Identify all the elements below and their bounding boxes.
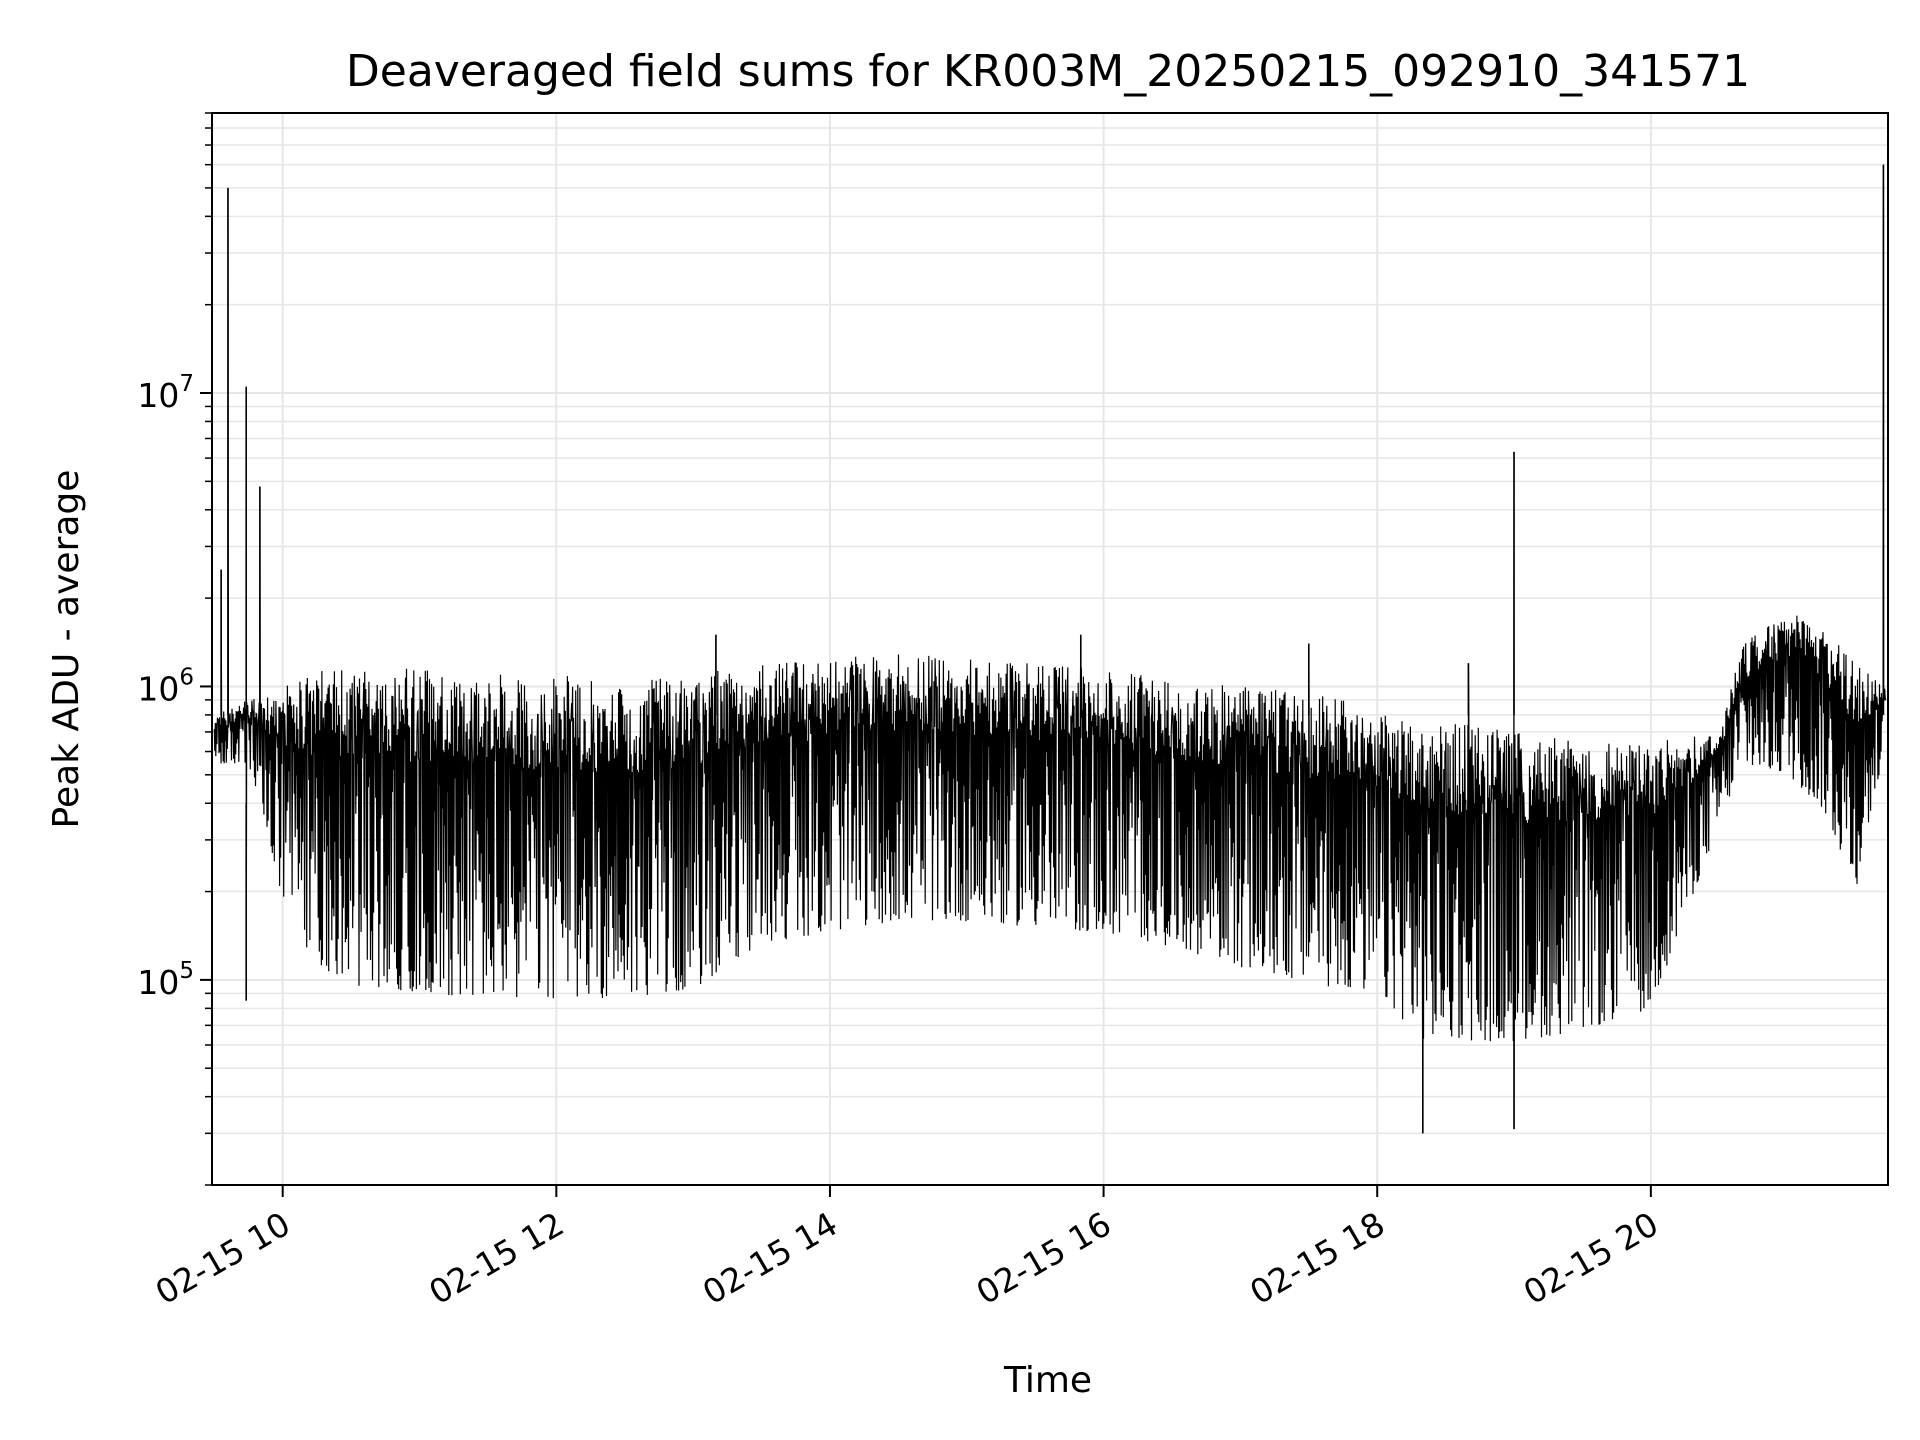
grid bbox=[212, 112, 1888, 1186]
x-tick-label: 02-15 14 bbox=[696, 1204, 844, 1312]
x-tick-label: 02-15 18 bbox=[1243, 1204, 1391, 1312]
y-tick-label: 106 bbox=[137, 664, 194, 708]
x-tick-label: 02-15 12 bbox=[422, 1204, 570, 1312]
plot-frame bbox=[211, 112, 1889, 1186]
x-axis-label: Time bbox=[1003, 1360, 1092, 1401]
plot-area bbox=[213, 164, 1887, 1134]
x-tick-label: 02-15 10 bbox=[149, 1204, 297, 1312]
data-line bbox=[213, 164, 1887, 1134]
x-axis: 02-15 10 02-15 12 02-15 14 02-15 16 02-15 18… bbox=[149, 1185, 1665, 1312]
y-axis-label: Peak ADU - average bbox=[46, 470, 87, 829]
chart-title: Deaveraged field sums for KR003M_2025021… bbox=[346, 46, 1750, 97]
x-tick-label: 02-15 20 bbox=[1517, 1204, 1665, 1312]
x-tick-label: 02-15 16 bbox=[970, 1204, 1118, 1312]
y-tick-label: 105 bbox=[137, 958, 194, 1002]
y-axis: 105 106 107 bbox=[137, 112, 212, 1186]
y-tick-label: 107 bbox=[137, 371, 194, 415]
